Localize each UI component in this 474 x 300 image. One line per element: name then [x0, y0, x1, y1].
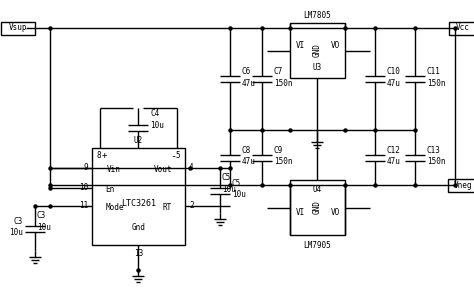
- Text: +: +: [101, 152, 107, 160]
- Text: 2: 2: [189, 202, 193, 211]
- Text: C7: C7: [274, 68, 283, 76]
- Text: 150n: 150n: [274, 79, 292, 88]
- Text: C5: C5: [232, 179, 241, 188]
- Text: Mode: Mode: [106, 203, 124, 212]
- Text: LM7905: LM7905: [304, 241, 331, 250]
- Text: LTC3261: LTC3261: [121, 199, 156, 208]
- Text: 10u: 10u: [37, 224, 51, 232]
- Text: C3: C3: [37, 212, 46, 220]
- Text: 10u: 10u: [222, 185, 236, 194]
- Text: VI: VI: [295, 208, 305, 217]
- Text: -: -: [170, 151, 176, 161]
- Text: C12: C12: [387, 146, 401, 155]
- Text: VO: VO: [330, 41, 340, 50]
- Bar: [92, 148, 185, 245]
- Text: Vsup: Vsup: [9, 23, 27, 32]
- Text: En: En: [105, 185, 115, 194]
- Text: 47u: 47u: [387, 79, 401, 88]
- Text: 47u: 47u: [242, 157, 256, 166]
- Text: RT: RT: [163, 203, 172, 212]
- Text: U4: U4: [313, 185, 322, 194]
- Text: U3: U3: [313, 64, 322, 73]
- Text: 13: 13: [134, 249, 143, 258]
- Text: 150n: 150n: [274, 157, 292, 166]
- Text: LM7805: LM7805: [304, 11, 331, 20]
- Text: C9: C9: [274, 146, 283, 155]
- Bar: [290, 180, 345, 235]
- Text: C13: C13: [427, 146, 441, 155]
- Text: U2: U2: [134, 136, 143, 145]
- Text: C8: C8: [242, 146, 251, 155]
- Text: C4: C4: [151, 109, 160, 118]
- Text: 47u: 47u: [387, 157, 401, 166]
- Text: Vout: Vout: [154, 166, 172, 175]
- Bar: [448, 178, 474, 191]
- Text: VO: VO: [330, 208, 340, 217]
- Text: 4: 4: [189, 164, 193, 172]
- Text: 150n: 150n: [427, 79, 446, 88]
- Text: C10: C10: [387, 68, 401, 76]
- Text: C11: C11: [427, 68, 441, 76]
- Bar: [290, 23, 345, 78]
- Bar: [449, 22, 474, 34]
- Text: 10u: 10u: [151, 121, 164, 130]
- Text: Vin: Vin: [107, 166, 121, 175]
- Text: 5: 5: [175, 151, 180, 160]
- Text: C6: C6: [242, 68, 251, 76]
- Bar: [1, 22, 35, 34]
- Text: Vcc: Vcc: [456, 23, 470, 32]
- Text: 150n: 150n: [427, 157, 446, 166]
- Text: 10u: 10u: [232, 190, 246, 199]
- Text: 11: 11: [79, 202, 88, 211]
- Text: Vneg: Vneg: [454, 181, 472, 190]
- Text: 8: 8: [97, 151, 101, 160]
- Text: 10u: 10u: [9, 228, 23, 237]
- Text: Gnd: Gnd: [132, 223, 146, 232]
- Text: GND: GND: [313, 201, 322, 214]
- Text: GND: GND: [313, 44, 322, 57]
- Text: 47u: 47u: [242, 79, 256, 88]
- Text: VI: VI: [295, 41, 305, 50]
- Text: C5: C5: [222, 173, 231, 182]
- Text: C3: C3: [14, 217, 23, 226]
- Text: 9: 9: [83, 164, 88, 172]
- Text: 10: 10: [79, 184, 88, 193]
